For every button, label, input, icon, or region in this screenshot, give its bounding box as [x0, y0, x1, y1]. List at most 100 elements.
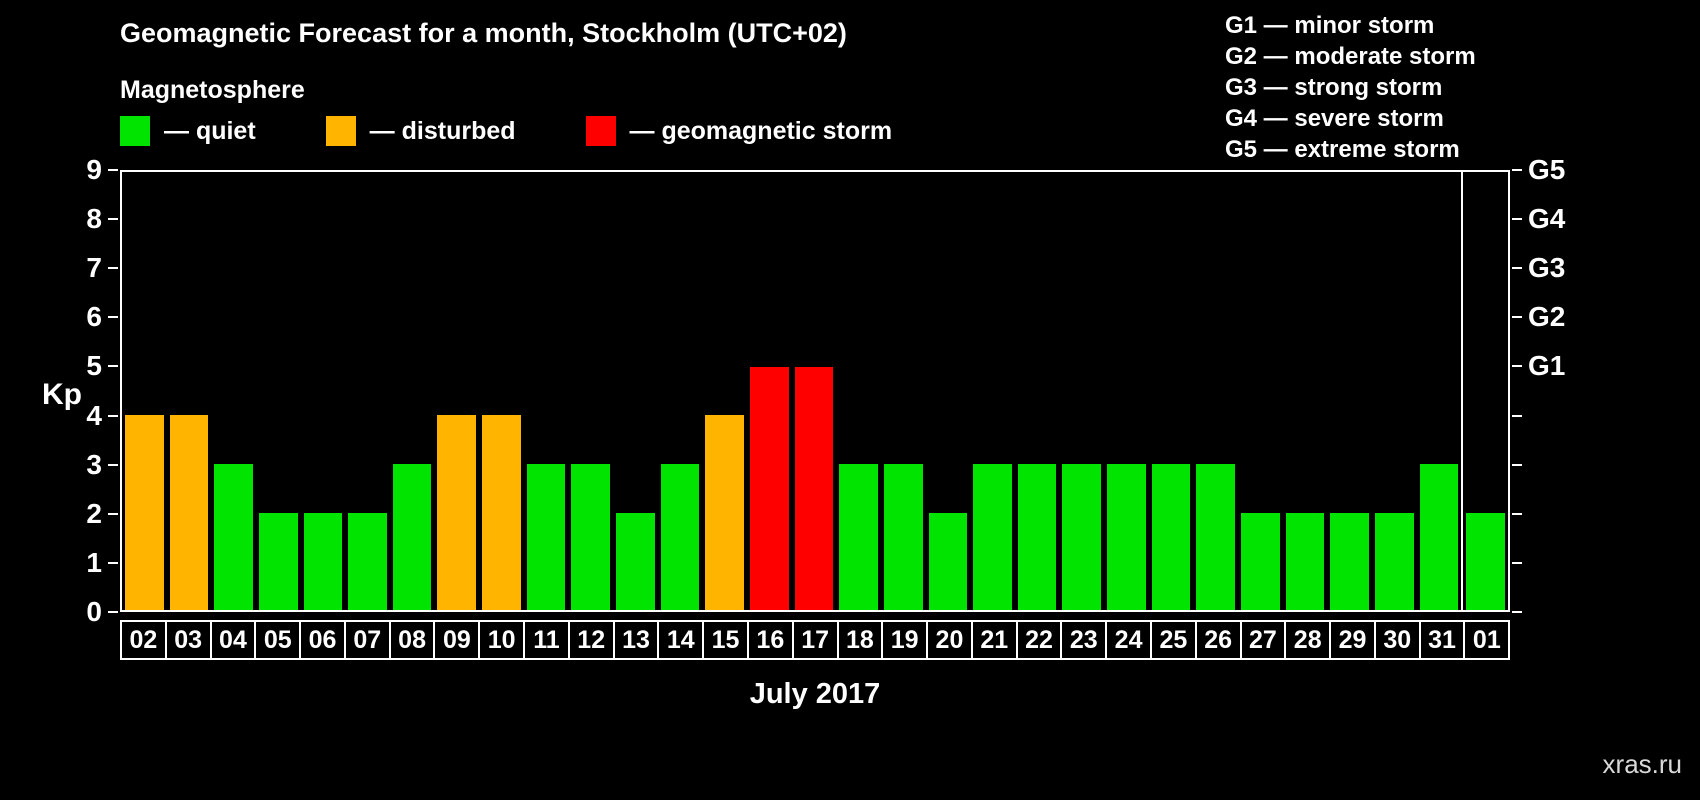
legend-item-label: — disturbed	[369, 116, 516, 145]
bar-column-17	[792, 172, 837, 610]
y-tick-label: 6	[86, 301, 102, 333]
bar-column-18	[836, 172, 881, 610]
right-tick-mark	[1512, 169, 1522, 171]
bar-column-21	[970, 172, 1015, 610]
watermark: xras.ru	[1602, 749, 1682, 779]
right-tick-mark	[1512, 218, 1522, 221]
y-tick-label: 5	[86, 350, 102, 382]
y-tick-mark	[108, 365, 118, 368]
legend-item-label: — quiet	[164, 116, 256, 145]
y-tick-mark	[108, 267, 118, 270]
g-level-label: G1	[1528, 350, 1566, 382]
y-tick-label: 3	[86, 448, 102, 480]
bar-column-16	[747, 172, 792, 610]
right-axis: G1 G2 G3 G4 G5	[1512, 154, 1662, 613]
bar-column-03	[167, 172, 212, 610]
bar-column-24	[1104, 172, 1149, 610]
kp-bar-13	[616, 512, 655, 610]
bar-column-05	[256, 172, 301, 610]
y-tick-mark	[108, 561, 118, 564]
kp-bar-10	[482, 415, 521, 610]
kp-bar-01	[1466, 512, 1505, 610]
day-label-20: 20	[926, 620, 973, 660]
y-tick-mark	[108, 218, 118, 221]
right-tick-mark	[1512, 561, 1522, 564]
kp-bar-02	[125, 415, 164, 610]
y-tick-mark	[108, 512, 118, 515]
kp-bar-19	[883, 464, 923, 610]
kp-bar-22	[1017, 464, 1057, 610]
bar-column-25	[1149, 172, 1194, 610]
g-scale-legend-line: G5 — extreme storm	[1225, 136, 1460, 163]
day-label-09: 09	[433, 620, 481, 660]
day-label-30: 30	[1373, 620, 1421, 660]
g-scale-legend-line: G2 — moderate storm	[1225, 43, 1476, 70]
day-label-07: 07	[343, 620, 391, 660]
day-label-01: 01	[1463, 620, 1511, 660]
day-label-04: 04	[209, 620, 257, 660]
right-tick-mark	[1512, 365, 1522, 368]
disturbed-swatch-icon	[325, 116, 356, 146]
bar-column-14	[658, 172, 703, 610]
bar-column-31	[1417, 172, 1462, 610]
day-label-27: 27	[1239, 620, 1287, 660]
bar-column-30	[1372, 172, 1417, 610]
g-scale-legend-line: G3 — strong storm	[1225, 74, 1443, 101]
bar-column-29	[1327, 172, 1372, 610]
y-tick-label: 1	[86, 546, 102, 578]
day-label-17: 17	[791, 620, 839, 660]
day-label-24: 24	[1105, 620, 1152, 660]
y-tick-label: 4	[86, 399, 102, 431]
day-label-05: 05	[254, 620, 302, 660]
day-label-06: 06	[299, 620, 346, 660]
y-tick-label: 0	[86, 596, 102, 627]
kp-bar-24	[1107, 464, 1146, 610]
kp-bar-23	[1062, 464, 1102, 610]
bar-column-08	[390, 172, 435, 610]
g-scale-legend-line: G4 — severe storm	[1225, 105, 1444, 132]
g-level-label: G4	[1528, 203, 1566, 235]
bar-column-19	[881, 172, 926, 610]
bar-column-26	[1193, 172, 1238, 610]
kp-bar-11	[526, 464, 566, 610]
bar-column-10	[479, 172, 524, 610]
day-label-23: 23	[1060, 620, 1108, 660]
kp-bar-16	[749, 366, 789, 610]
day-label-26: 26	[1194, 620, 1242, 660]
day-label-03: 03	[164, 620, 212, 660]
y-tick-label: 7	[86, 252, 102, 284]
kp-bar-14	[660, 464, 700, 610]
day-label-25: 25	[1149, 620, 1197, 660]
kp-bar-12	[571, 464, 611, 610]
y-tick-mark	[108, 463, 118, 466]
day-label-22: 22	[1015, 620, 1063, 660]
bar-column-09	[434, 172, 479, 610]
kp-bar-29	[1330, 512, 1369, 610]
g-scale-legend-line: G1 — minor storm	[1225, 12, 1435, 39]
right-tick-mark	[1512, 611, 1522, 613]
y-tick-mark	[108, 611, 118, 613]
kp-bar-15	[705, 415, 744, 610]
legend-heading: Magnetosphere	[120, 76, 305, 104]
right-tick-mark	[1512, 267, 1522, 270]
bar-column-07	[345, 172, 390, 610]
x-axis-title: July 2017	[749, 678, 881, 710]
kp-bar-31	[1419, 464, 1459, 610]
y-axis-title: Kp	[42, 378, 82, 411]
y-tick-label: 8	[86, 203, 102, 235]
day-label-28: 28	[1284, 620, 1332, 660]
y-tick-mark	[108, 169, 118, 171]
storm-swatch-icon	[585, 116, 616, 146]
plot-area	[120, 170, 1510, 612]
kp-bar-03	[169, 415, 209, 610]
bar-column-02	[122, 172, 167, 610]
g-level-label: G3	[1528, 252, 1566, 284]
y-tick-mark	[108, 414, 118, 417]
day-label-21: 21	[970, 620, 1018, 660]
g-level-label: G5	[1528, 154, 1566, 185]
bar-column-12	[568, 172, 613, 610]
g-level-label: G2	[1528, 301, 1566, 333]
bar-column-15	[702, 172, 747, 610]
kp-bar-04	[214, 464, 253, 610]
